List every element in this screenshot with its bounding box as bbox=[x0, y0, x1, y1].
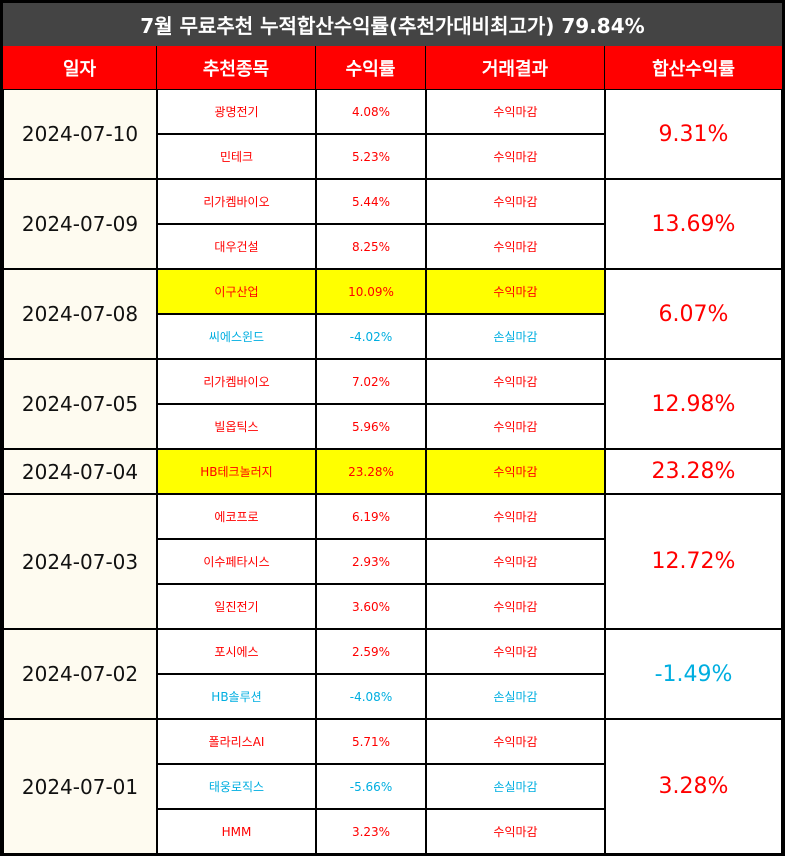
stock-name: 민테크 bbox=[157, 134, 316, 179]
return-value: -4.08% bbox=[316, 674, 426, 719]
return-value: 5.96% bbox=[316, 404, 426, 449]
return-value: 5.44% bbox=[316, 179, 426, 224]
stock-name: 에코프로 bbox=[157, 494, 316, 539]
stock-name: 폴라리스AI bbox=[157, 719, 316, 764]
recommendation-table: 2024-07-10 광명전기 4.08% 수익마감 민테크 5.23% 수익마감 9.31%… bbox=[3, 89, 782, 854]
stock-name: HB테크놀러지 bbox=[157, 449, 316, 494]
header-result: 거래결과 bbox=[426, 46, 604, 89]
header-date: 일자 bbox=[3, 46, 156, 89]
trade-result: 수익마감 bbox=[426, 449, 605, 494]
trade-result: 수익마감 bbox=[426, 269, 605, 314]
total-return: 12.72% bbox=[605, 494, 782, 629]
trade-result: 수익마감 bbox=[426, 134, 605, 179]
header-return: 수익률 bbox=[316, 46, 425, 89]
return-value: 2.93% bbox=[316, 539, 426, 584]
total-return: 9.31% bbox=[605, 89, 782, 179]
stock-name: 이수페타시스 bbox=[157, 539, 316, 584]
return-value: 5.71% bbox=[316, 719, 426, 764]
total-return: 23.28% bbox=[605, 449, 782, 494]
stock-name: 리가켐바이오 bbox=[157, 179, 316, 224]
trade-result: 수익마감 bbox=[426, 719, 605, 764]
return-value: -4.02% bbox=[316, 314, 426, 359]
header-total-return: 합산수익률 bbox=[605, 46, 782, 89]
trade-result: 수익마감 bbox=[426, 359, 605, 404]
date-cell: 2024-07-08 bbox=[3, 269, 157, 359]
stock-name: HMM bbox=[157, 809, 316, 854]
trade-result: 손실마감 bbox=[426, 764, 605, 809]
page-title: 7월 무료추천 누적합산수익률(추천가대비최고가) 79.84% bbox=[3, 3, 782, 46]
stock-name: 일진전기 bbox=[157, 584, 316, 629]
trade-result: 수익마감 bbox=[426, 404, 605, 449]
date-cell: 2024-07-04 bbox=[3, 449, 157, 494]
trade-result: 수익마감 bbox=[426, 584, 605, 629]
date-cell: 2024-07-10 bbox=[3, 89, 157, 179]
trade-result: 수익마감 bbox=[426, 629, 605, 674]
return-value: -5.66% bbox=[316, 764, 426, 809]
stock-name: 태웅로직스 bbox=[157, 764, 316, 809]
trade-result: 수익마감 bbox=[426, 539, 605, 584]
stock-name: 이구산업 bbox=[157, 269, 316, 314]
trade-result: 수익마감 bbox=[426, 89, 605, 134]
total-return: 6.07% bbox=[605, 269, 782, 359]
header-stock: 추천종목 bbox=[157, 46, 315, 89]
return-value: 4.08% bbox=[316, 89, 426, 134]
total-return: 12.98% bbox=[605, 359, 782, 449]
return-value: 3.60% bbox=[316, 584, 426, 629]
stock-name: 대우건설 bbox=[157, 224, 316, 269]
stock-name: HB솔루션 bbox=[157, 674, 316, 719]
date-cell: 2024-07-09 bbox=[3, 179, 157, 269]
stock-name: 포시에스 bbox=[157, 629, 316, 674]
date-cell: 2024-07-01 bbox=[3, 719, 157, 854]
date-cell: 2024-07-02 bbox=[3, 629, 157, 719]
stock-name: 빌옵틱스 bbox=[157, 404, 316, 449]
return-value: 6.19% bbox=[316, 494, 426, 539]
total-return: 13.69% bbox=[605, 179, 782, 269]
date-cell: 2024-07-05 bbox=[3, 359, 157, 449]
return-value: 23.28% bbox=[316, 449, 426, 494]
stock-name: 리가켐바이오 bbox=[157, 359, 316, 404]
return-value: 7.02% bbox=[316, 359, 426, 404]
trade-result: 손실마감 bbox=[426, 674, 605, 719]
stock-name: 씨에스윈드 bbox=[157, 314, 316, 359]
return-value: 5.23% bbox=[316, 134, 426, 179]
return-value: 3.23% bbox=[316, 809, 426, 854]
trade-result: 수익마감 bbox=[426, 809, 605, 854]
trade-result: 수익마감 bbox=[426, 494, 605, 539]
trade-result: 수익마감 bbox=[426, 179, 605, 224]
total-return: 3.28% bbox=[605, 719, 782, 854]
stock-name: 광명전기 bbox=[157, 89, 316, 134]
return-value: 2.59% bbox=[316, 629, 426, 674]
return-value: 10.09% bbox=[316, 269, 426, 314]
trade-result: 수익마감 bbox=[426, 224, 605, 269]
date-cell: 2024-07-03 bbox=[3, 494, 157, 629]
trade-result: 손실마감 bbox=[426, 314, 605, 359]
return-value: 8.25% bbox=[316, 224, 426, 269]
total-return: -1.49% bbox=[605, 629, 782, 719]
